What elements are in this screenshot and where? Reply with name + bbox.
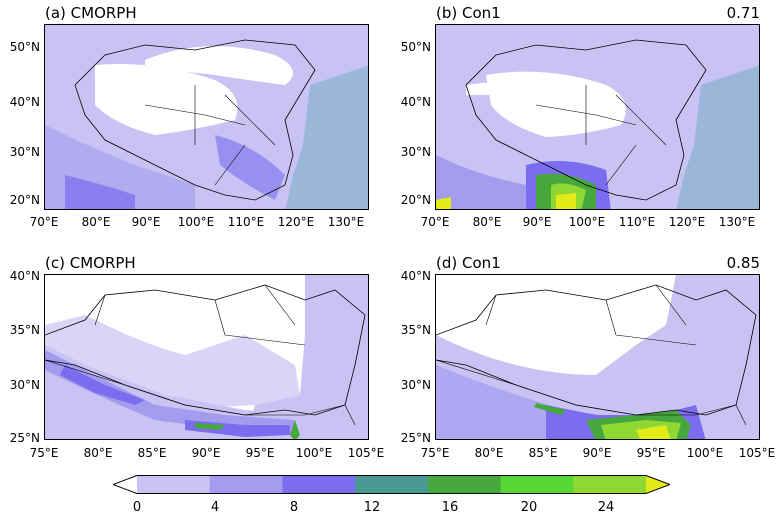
panel-d-xtick: 100°E (686, 446, 724, 460)
colorbar-outline (113, 475, 670, 494)
panel-a-ytick: 20°N (9, 193, 40, 207)
panel-b-xtick: 90°E (522, 215, 552, 229)
colorbar-segment (573, 475, 647, 494)
panel-b-correlation: 0.71 (726, 4, 760, 22)
panel-d-title: (d) Con1 (436, 254, 501, 272)
panel-c-xtick: 75°E (29, 446, 59, 460)
panel-b-ytick: 50°N (400, 40, 431, 54)
panel-d-correlation: 0.85 (726, 254, 760, 272)
panel-a-ytick: 40°N (9, 95, 40, 109)
panel-d-ytick: 25°N (400, 431, 431, 445)
panel-a-xtick: 90°E (131, 215, 161, 229)
panel-c-ytick: 40°N (9, 269, 40, 283)
panel-b-xtick: 80°E (472, 215, 502, 229)
colorbar-segment (282, 475, 356, 494)
panel-c-xtick: 85°E (137, 446, 167, 460)
colorbar-label: 16 (441, 500, 459, 515)
colorbar-label: 12 (363, 500, 381, 515)
panel-b-xtick: 100°E (568, 215, 606, 229)
panel-d-map (435, 274, 760, 440)
precip-field-d (436, 275, 759, 439)
panel-c-xtick: 80°E (83, 446, 113, 460)
panel-d-ytick: 30°N (400, 378, 431, 392)
panel-c-ytick: 30°N (9, 378, 40, 392)
colorbar-segment (646, 475, 670, 494)
panel-a-ytick: 50°N (9, 40, 40, 54)
colorbar-segment (137, 475, 211, 494)
panel-b-xtick: 120°E (668, 215, 706, 229)
panel-d-xtick: 80°E (474, 446, 504, 460)
panel-d-xtick: 105°E (738, 446, 776, 460)
colorbar-segment (500, 475, 574, 494)
panel-a-map (44, 24, 369, 210)
precip-field-c (45, 275, 368, 439)
panel-c-xtick: 90°E (191, 446, 221, 460)
colorbar-label: 20 (520, 500, 538, 515)
panel-b-ytick: 40°N (400, 95, 431, 109)
panel-d-xtick: 75°E (420, 446, 450, 460)
panel-d-xtick: 85°E (528, 446, 558, 460)
panel-a-xtick: 100°E (177, 215, 215, 229)
panel-a-xtick: 80°E (81, 215, 111, 229)
colorbar (113, 475, 670, 494)
panel-d-xtick: 95°E (636, 446, 666, 460)
panel-a-xtick: 120°E (277, 215, 315, 229)
colorbar-segment (209, 475, 283, 494)
colorbar-segment (113, 475, 137, 494)
panel-d-ytick: 40°N (400, 269, 431, 283)
colorbar-segment (427, 475, 502, 494)
panel-b-xtick: 70°E (420, 215, 450, 229)
panel-b-map (435, 24, 760, 210)
colorbar-label: 0 (132, 500, 142, 515)
precip-field-b (436, 25, 759, 209)
colorbar-segment (355, 475, 429, 494)
panel-a-xtick: 110°E (227, 215, 265, 229)
panel-b-xtick: 130°E (718, 215, 756, 229)
colorbar-label: 8 (289, 500, 299, 515)
panel-d-xtick: 90°E (582, 446, 612, 460)
panel-d-ytick: 35°N (400, 323, 431, 337)
panel-b-xtick: 110°E (618, 215, 656, 229)
panel-a-xtick: 130°E (327, 215, 365, 229)
panel-b-title: (b) Con1 (436, 4, 501, 22)
panel-c-ytick: 35°N (9, 323, 40, 337)
precip-field-a (45, 25, 368, 209)
panel-c-title: (c) CMORPH (45, 254, 136, 272)
colorbar-label: 4 (210, 500, 220, 515)
panel-a-xtick: 70°E (29, 215, 59, 229)
panel-c-xtick: 100°E (295, 446, 333, 460)
panel-a-ytick: 30°N (9, 145, 40, 159)
panel-c-xtick: 105°E (347, 446, 385, 460)
panel-b-ytick: 20°N (400, 193, 431, 207)
panel-c-xtick: 95°E (245, 446, 275, 460)
panel-b-ytick: 30°N (400, 145, 431, 159)
panel-a-title: (a) CMORPH (45, 4, 137, 22)
panel-c-ytick: 25°N (9, 431, 40, 445)
colorbar-label: 24 (597, 500, 615, 515)
panel-c-map (44, 274, 369, 440)
